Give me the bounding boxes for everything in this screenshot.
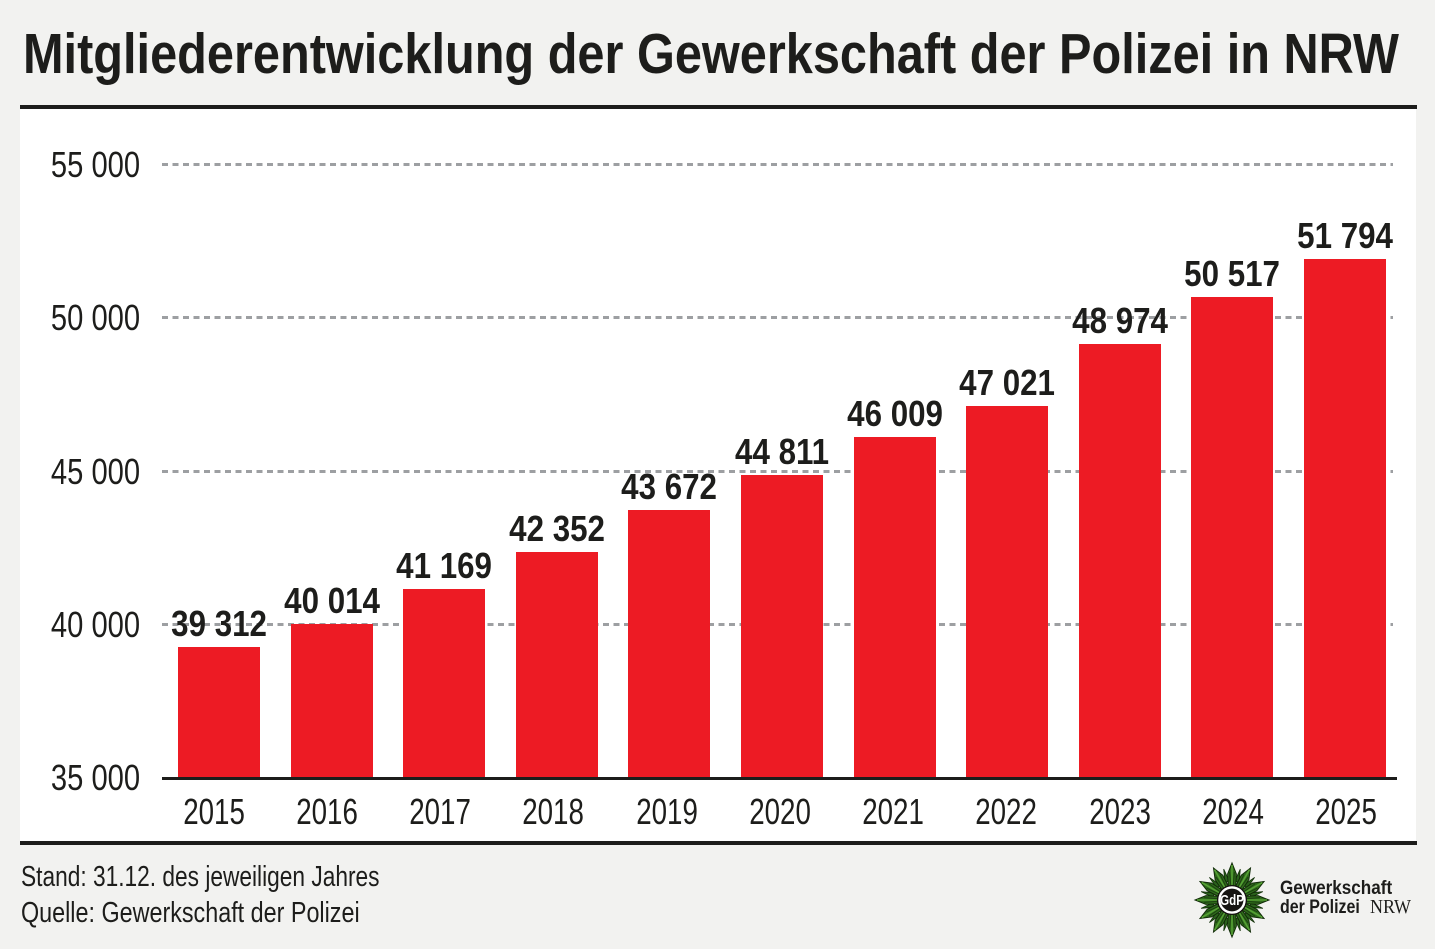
svg-text:GdP: GdP [1220, 892, 1244, 909]
